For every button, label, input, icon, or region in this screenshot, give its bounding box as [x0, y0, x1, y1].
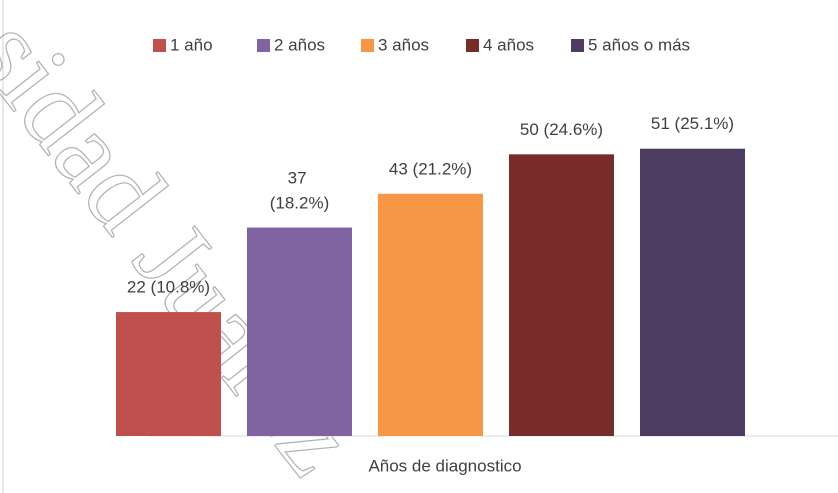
x-axis-title: Años de diagnostico — [368, 456, 521, 475]
legend-swatch — [257, 39, 270, 52]
value-label: 22 (10.8%) — [127, 278, 210, 297]
bar — [509, 154, 614, 437]
value-label: 37 (18.2%) — [270, 169, 330, 213]
bar — [640, 148, 745, 436]
value-label-line: (18.2%) — [270, 194, 330, 213]
legend-swatch — [153, 39, 166, 52]
legend-label: 1 año — [170, 35, 213, 54]
legend-label: 4 años — [483, 35, 534, 54]
legend-swatch — [466, 39, 479, 52]
value-label: 50 (24.6%) — [520, 120, 603, 139]
value-label-line: 37 — [288, 169, 312, 188]
bar — [116, 312, 221, 436]
legend-swatch — [361, 39, 374, 52]
bar — [378, 193, 483, 436]
bar — [247, 227, 352, 436]
legend-label: 3 años — [378, 35, 429, 54]
legend-label: 2 años — [274, 35, 325, 54]
legend-label: 5 años o más — [588, 35, 690, 54]
value-label: 51 (25.1%) — [651, 114, 734, 133]
value-label: 43 (21.2%) — [389, 159, 472, 178]
legend-swatch — [571, 39, 584, 52]
